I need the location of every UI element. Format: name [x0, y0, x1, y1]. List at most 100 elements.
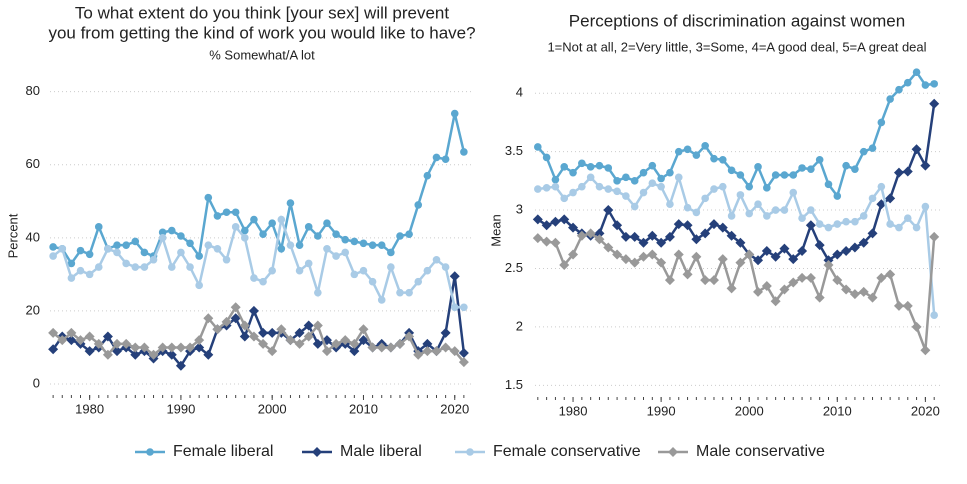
point [102, 331, 113, 342]
point [441, 155, 450, 164]
point [815, 220, 824, 228]
y-axis-label: Percent [5, 213, 20, 258]
point [648, 179, 657, 187]
point [666, 168, 674, 177]
x-tick-label: 2020 [440, 401, 469, 416]
point [893, 167, 904, 178]
point [717, 222, 728, 233]
point [868, 144, 877, 152]
point [664, 231, 675, 242]
point [930, 311, 938, 320]
point [541, 236, 552, 247]
point [221, 316, 232, 327]
point [851, 165, 859, 173]
point [771, 171, 780, 179]
point [893, 300, 904, 311]
point [358, 324, 369, 335]
point [48, 344, 59, 355]
point [222, 208, 231, 217]
chart-subtitle: % Somewhat/A lot [209, 47, 315, 62]
point [431, 346, 442, 357]
point [788, 277, 799, 288]
y-tick-label: 0 [33, 375, 40, 390]
point [911, 321, 922, 332]
point [833, 220, 842, 228]
point [771, 206, 780, 214]
point [745, 182, 754, 191]
point [807, 165, 815, 173]
point [788, 254, 799, 265]
point [736, 171, 745, 179]
point [131, 263, 140, 271]
point [639, 168, 648, 177]
point [387, 248, 395, 257]
point [276, 324, 287, 335]
point [568, 222, 579, 233]
point [885, 193, 896, 204]
point [422, 338, 433, 349]
point [629, 231, 640, 242]
point [568, 249, 579, 260]
point [622, 173, 630, 182]
point [691, 251, 702, 262]
x-tick-label: 2010 [823, 403, 852, 418]
point [832, 249, 843, 260]
point [578, 182, 586, 191]
chart-title: Perceptions of discrimination against wo… [569, 11, 905, 30]
point [149, 255, 158, 264]
point [779, 284, 790, 295]
point [175, 360, 186, 371]
series-line [52, 304, 465, 363]
series-line [52, 113, 466, 266]
point [613, 187, 621, 196]
point [578, 159, 586, 168]
x-tick-label: 2000 [258, 401, 287, 416]
point [277, 244, 286, 253]
point [576, 230, 587, 241]
point [542, 153, 551, 162]
point [674, 147, 683, 156]
point [222, 255, 231, 264]
point [177, 248, 185, 257]
point [432, 255, 441, 264]
point [177, 232, 185, 240]
point [122, 241, 130, 249]
point [231, 208, 240, 217]
series-line [52, 214, 464, 309]
point [84, 346, 95, 357]
point [859, 212, 868, 220]
point [622, 192, 630, 200]
point [148, 349, 159, 360]
point [358, 335, 369, 346]
point [140, 248, 149, 257]
point [258, 338, 269, 349]
point [638, 251, 649, 262]
point [441, 263, 450, 271]
point [780, 206, 789, 214]
point [268, 219, 276, 228]
point [534, 185, 542, 193]
point [204, 241, 213, 249]
point [550, 216, 561, 227]
point [673, 219, 684, 230]
point [569, 168, 577, 177]
point [648, 161, 657, 170]
point [76, 266, 85, 275]
point [620, 231, 631, 242]
point [532, 214, 543, 225]
point [112, 338, 123, 349]
point [920, 160, 931, 171]
point [450, 109, 459, 118]
point [885, 269, 896, 280]
y-tick-label: 3 [516, 201, 523, 216]
point [726, 230, 737, 241]
point [230, 313, 241, 324]
point [94, 263, 103, 271]
y-tick-label: 60 [26, 156, 40, 171]
point [876, 272, 887, 283]
point [158, 228, 167, 237]
point [710, 154, 718, 163]
point [414, 201, 423, 209]
point [569, 188, 577, 197]
point [423, 171, 432, 180]
